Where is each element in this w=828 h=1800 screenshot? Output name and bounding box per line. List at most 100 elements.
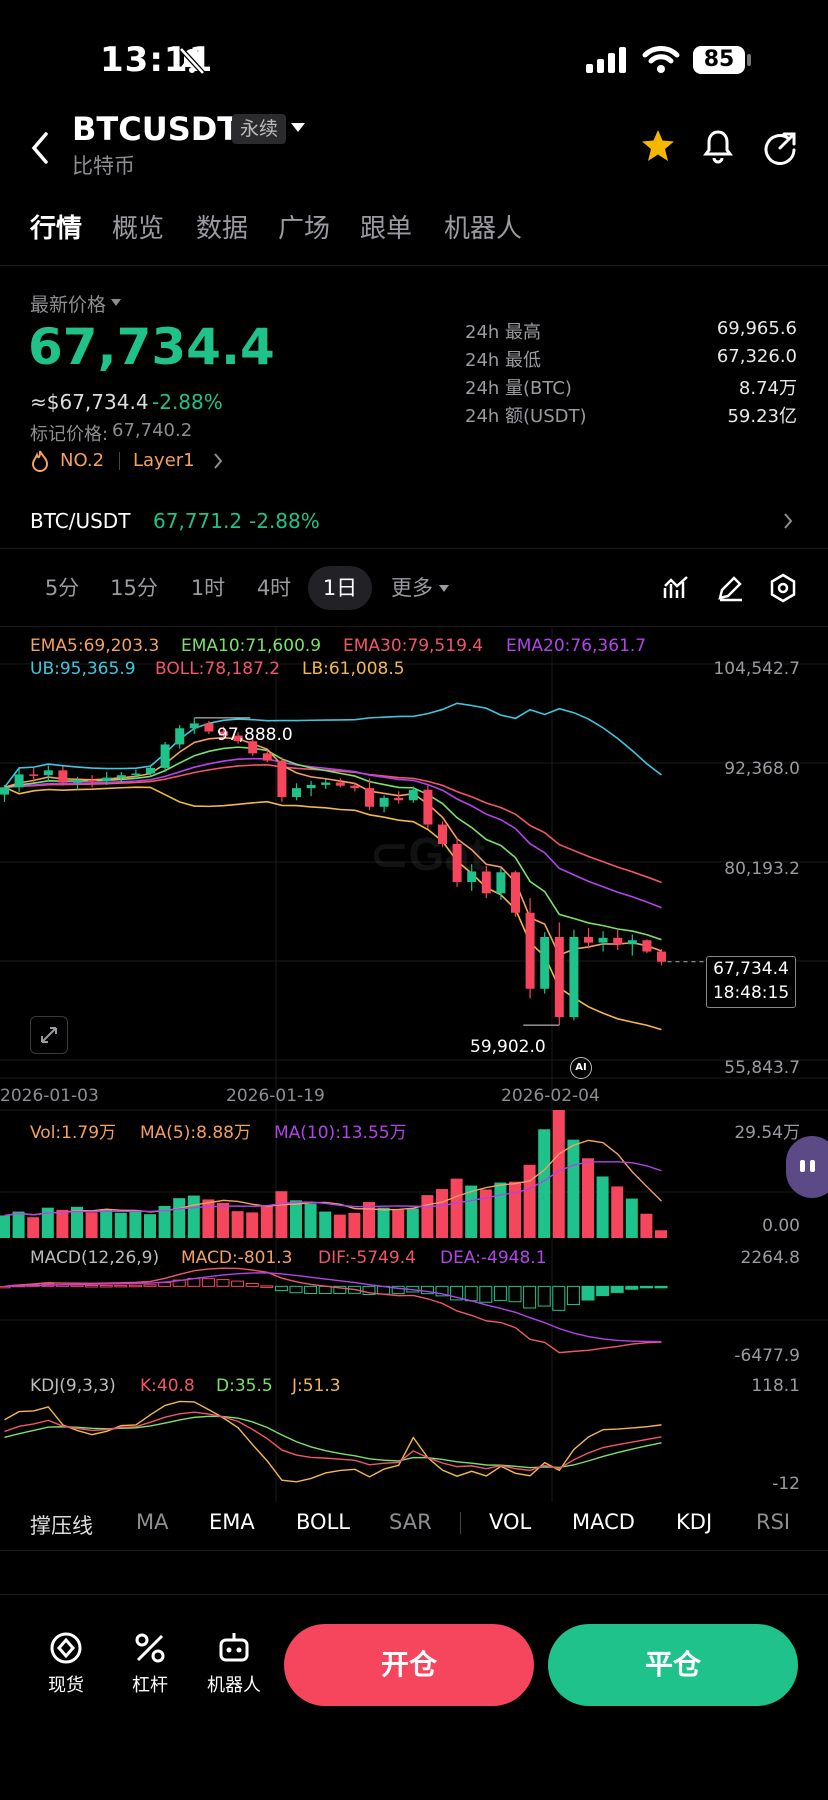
indicator-rsi[interactable]: RSI: [756, 1510, 791, 1534]
indicator-support-resistance[interactable]: 撑压线: [30, 1514, 93, 1538]
chevron-right-icon[interactable]: [212, 452, 224, 470]
macd-histogram-bar: [0, 1285, 11, 1289]
divider: [0, 1594, 828, 1595]
interval-1h[interactable]: 1时: [190, 576, 226, 600]
stat-volume: 24h 量(BTC) 8.74万: [465, 378, 797, 399]
volume-bar: [611, 1186, 624, 1238]
battery-tip: [747, 54, 751, 66]
macd-histogram-bar: [70, 1284, 84, 1288]
stat-high: 24h 最高 69,965.6: [465, 318, 797, 343]
indicator-ma[interactable]: MA: [136, 1510, 169, 1534]
macd-histogram-bar: [596, 1285, 610, 1297]
spot-chevron-icon[interactable]: [782, 512, 794, 530]
tab-overview[interactable]: 概览: [112, 214, 165, 244]
volume-bar: [260, 1205, 273, 1238]
volume-bar: [158, 1205, 171, 1238]
mark-price-label: 标记价格:: [30, 424, 109, 445]
macd-histogram-bar: [304, 1285, 318, 1295]
candle-body: [160, 744, 170, 768]
tab-copy-trade[interactable]: 跟单: [360, 214, 413, 244]
spot-shortcut[interactable]: 现货: [40, 1630, 92, 1697]
fullscreen-button[interactable]: [30, 1016, 68, 1054]
indicator-boll[interactable]: BOLL: [296, 1510, 350, 1534]
assistant-bubble[interactable]: [786, 1136, 828, 1198]
price-axis-tick: 55,843.7: [724, 1058, 800, 1078]
volume-bar: [114, 1212, 127, 1238]
kdj-j: J:51.3: [292, 1376, 341, 1396]
bell-icon[interactable]: [700, 128, 736, 166]
interval-1d[interactable]: 1日: [308, 566, 372, 610]
candle-body: [408, 789, 418, 801]
volume-bar: [41, 1207, 54, 1238]
candle-body: [102, 777, 112, 781]
interval-4h[interactable]: 4时: [256, 576, 292, 600]
tab-market[interactable]: 行情: [30, 214, 83, 244]
tab-data[interactable]: 数据: [196, 214, 249, 244]
symbol-title[interactable]: BTCUSDT: [72, 110, 240, 148]
interval-more[interactable]: 更多: [391, 576, 433, 600]
divider: [0, 548, 828, 549]
open-position-button[interactable]: 开仓: [284, 1624, 534, 1706]
indicator-chart-icon[interactable]: [662, 574, 690, 602]
macd-histogram-bar: [333, 1285, 347, 1294]
vol-ma10: MA(10):13.55万: [274, 1123, 407, 1143]
draw-pencil-icon[interactable]: [716, 574, 744, 602]
interval-5m[interactable]: 5分: [44, 576, 80, 600]
tab-square[interactable]: 广场: [278, 214, 331, 244]
macd-histogram-bar: [216, 1279, 230, 1287]
indicator-macd[interactable]: MACD: [572, 1510, 635, 1534]
volume-bar: [27, 1217, 40, 1238]
indicator-ema[interactable]: EMA: [209, 1510, 255, 1534]
vol-axis-min: 0.00: [762, 1216, 800, 1236]
macd-histogram-bar: [537, 1285, 551, 1307]
volume-bar: [319, 1211, 332, 1238]
volume-bar: [582, 1158, 594, 1238]
kline-chart[interactable]: ⊂Gat: [0, 626, 828, 1502]
latest-price-caret-icon[interactable]: [110, 298, 122, 307]
rank-separator: [119, 452, 120, 470]
candle-body: [189, 723, 199, 729]
macd-histogram-bar: [450, 1285, 464, 1301]
macd-histogram-bar: [581, 1285, 595, 1301]
indicator-kdj[interactable]: KDJ: [676, 1510, 713, 1534]
tab-bots[interactable]: 机器人: [444, 214, 523, 244]
dropdown-caret-icon[interactable]: [290, 122, 306, 134]
leverage-shortcut[interactable]: 杠杆: [124, 1630, 176, 1697]
boll-upper-line: [3, 702, 662, 788]
candle-body: [175, 728, 185, 745]
price-axis-tick: 104,542.7: [713, 659, 800, 679]
macd-histogram-bar: [260, 1285, 274, 1288]
spot-pair[interactable]: BTC/USDT: [30, 509, 131, 533]
close-position-button[interactable]: 平仓: [548, 1624, 798, 1706]
macd-axis-max: 2264.8: [740, 1248, 800, 1268]
share-icon[interactable]: [762, 130, 798, 166]
back-icon[interactable]: [28, 130, 52, 166]
candle-body: [335, 782, 345, 786]
indicator-sar[interactable]: SAR: [389, 1510, 432, 1534]
volume-bar: [12, 1211, 25, 1238]
current-price-box: 67,734.4 18:48:15: [706, 956, 796, 1008]
macd-histogram-bar: [143, 1284, 157, 1287]
indicator-vol[interactable]: VOL: [489, 1510, 532, 1534]
latest-price-label[interactable]: 最新价格: [30, 294, 107, 316]
more-caret-icon[interactable]: [438, 584, 450, 593]
volume-bar: [406, 1208, 419, 1238]
candle-body: [438, 824, 447, 844]
low-annotation: 59,902.0: [470, 1037, 546, 1057]
volume-bar: [290, 1200, 302, 1238]
interval-15m[interactable]: 15分: [110, 576, 158, 600]
volume-bar: [392, 1209, 405, 1238]
bot-shortcut[interactable]: 机器人: [202, 1630, 266, 1697]
settings-icon[interactable]: [768, 573, 798, 603]
macd-histogram-bar: [347, 1285, 361, 1294]
candle-body: [613, 937, 623, 945]
ai-badge[interactable]: AI: [570, 1057, 592, 1079]
candle-body: [58, 770, 68, 783]
vol-ma5: MA(5):8.88万: [140, 1123, 251, 1143]
volume-bar: [144, 1214, 156, 1238]
volume-bar: [100, 1209, 113, 1238]
favorite-star-icon[interactable]: [640, 128, 676, 164]
macd-dif: DIF:-5749.4: [318, 1248, 416, 1268]
ema30-line: [4, 764, 662, 884]
category-tag[interactable]: Layer1: [133, 450, 195, 471]
